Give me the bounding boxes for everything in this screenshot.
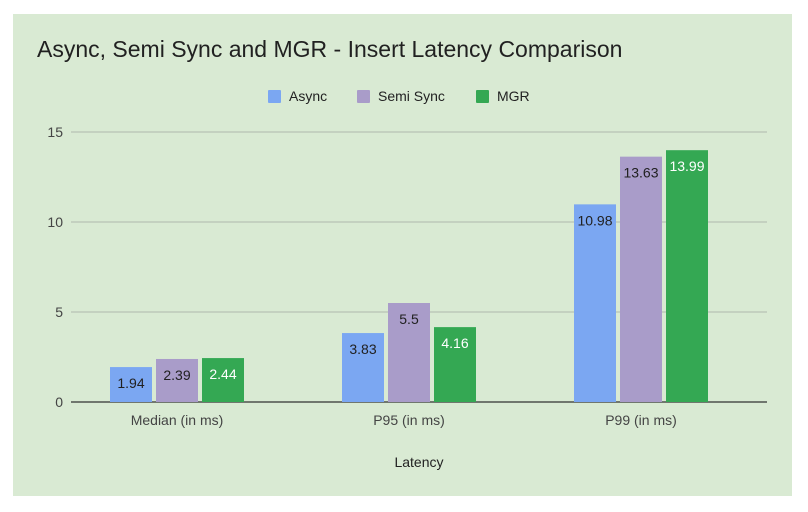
legend-label-mgr: MGR — [497, 88, 530, 104]
x-tick-label: Median (in ms) — [131, 412, 224, 428]
legend-swatch-mgr — [476, 90, 489, 103]
x-tick-label: P95 (in ms) — [373, 412, 445, 428]
x-axis-title: Latency — [394, 454, 443, 470]
bar-semi-sync-3 — [620, 156, 662, 402]
bar-value-label: 10.98 — [577, 212, 612, 228]
bar-value-label: 2.44 — [209, 366, 236, 382]
bar-mgr-1 — [202, 358, 244, 402]
bar-value-label: 5.5 — [399, 311, 419, 327]
chart-panel: Async, Semi Sync and MGR - Insert Latenc… — [13, 14, 792, 496]
bar-async-3 — [574, 204, 616, 402]
y-tick-label: 0 — [55, 394, 63, 410]
chart-title: Async, Semi Sync and MGR - Insert Latenc… — [37, 36, 623, 62]
y-tick-label: 10 — [47, 214, 63, 230]
bar-value-label: 1.94 — [117, 375, 144, 391]
y-tick-label: 15 — [47, 124, 63, 140]
legend-swatch-semi-sync — [357, 90, 370, 103]
bar-value-label: 2.39 — [163, 367, 190, 383]
legend-label-semi-sync: Semi Sync — [378, 88, 445, 104]
y-tick-label: 5 — [55, 304, 63, 320]
bar-value-label: 4.16 — [441, 335, 468, 351]
bar-value-label: 13.99 — [669, 158, 704, 174]
legend-label-async: Async — [289, 88, 327, 104]
bar-async-2 — [342, 333, 384, 402]
bar-semi-sync-1 — [156, 358, 198, 402]
bar-semi-sync-2 — [388, 303, 430, 402]
bar-mgr-2 — [434, 327, 476, 402]
legend-swatch-async — [268, 90, 281, 103]
bar-async-1 — [110, 367, 152, 402]
bar-value-label: 13.63 — [623, 165, 658, 181]
bar-mgr-3 — [666, 150, 708, 402]
chart-canvas: 0 5 10 15 Async Semi Sync MGR 1.94 2.39 2.44 Media… — [47, 88, 767, 470]
x-tick-label: P99 (in ms) — [605, 412, 677, 428]
bar-value-label: 3.83 — [349, 341, 376, 357]
